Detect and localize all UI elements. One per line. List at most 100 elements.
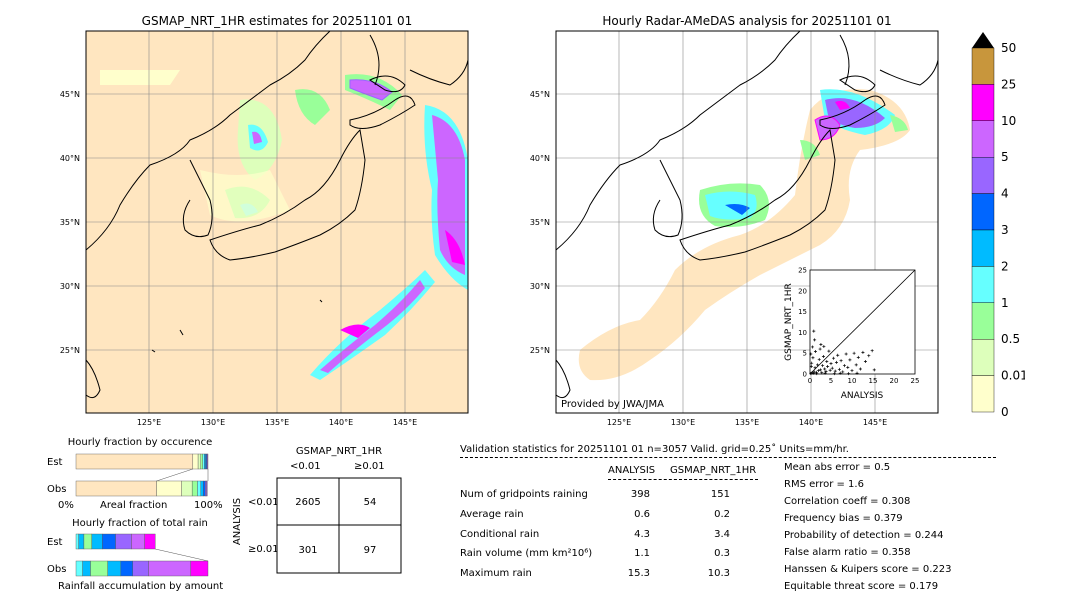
left-lon-140: 140°E bbox=[329, 418, 353, 427]
total-rain-segment bbox=[78, 533, 85, 550]
scatter-point bbox=[848, 358, 852, 362]
occurrence-segment bbox=[200, 453, 203, 470]
total-rain-segment bbox=[90, 560, 108, 577]
contingency-title: GSMAP_NRT_1HR bbox=[295, 446, 383, 457]
scatter-point bbox=[838, 371, 842, 375]
scatter-xtick: 5 bbox=[829, 377, 833, 385]
score-2: Correlation coeff = 0.308 bbox=[784, 496, 911, 507]
colorbar-cell-0 bbox=[971, 47, 995, 85]
score-1: RMS error = 1.6 bbox=[784, 479, 864, 490]
scatter-ytick: 25 bbox=[798, 267, 807, 275]
stat-label-1: Average rain bbox=[460, 509, 524, 520]
occurrence-segment bbox=[206, 480, 208, 497]
occurrence-row-obs: Obs bbox=[47, 484, 67, 495]
colorbar-cell-3 bbox=[971, 156, 995, 194]
scatter-ytick: 0 bbox=[803, 371, 807, 379]
left-map-title: GSMAP_NRT_1HR estimates for 20251101 01 bbox=[141, 14, 413, 28]
stat-label-4: Maximum rain bbox=[460, 568, 532, 579]
colorbar-label-7: 1 bbox=[1001, 296, 1009, 310]
colorbar-cell-8 bbox=[971, 339, 995, 376]
total-rain-segment bbox=[102, 533, 116, 550]
scatter-point bbox=[823, 371, 827, 375]
total-rain-segment bbox=[144, 533, 156, 550]
total-rain-segment bbox=[83, 533, 93, 550]
occurrence-chart bbox=[75, 453, 209, 497]
right-lat-25: 25°N bbox=[530, 346, 550, 355]
left-lon-145: 145°E bbox=[393, 418, 417, 427]
stat-analysis-2: 4.3 bbox=[634, 529, 650, 540]
scatter-point bbox=[830, 366, 834, 370]
scatter-point bbox=[863, 360, 867, 364]
scatter-point bbox=[836, 353, 840, 357]
score-3: Frequency bias = 0.379 bbox=[784, 513, 903, 524]
scatter-point bbox=[809, 365, 813, 369]
scatter-point bbox=[844, 352, 848, 356]
occurrence-segment bbox=[203, 480, 206, 497]
scatter-point bbox=[841, 370, 845, 374]
scatter-point bbox=[858, 367, 862, 371]
left-map-rain bbox=[100, 70, 468, 380]
scatter-point bbox=[812, 329, 816, 333]
scatter-point bbox=[818, 347, 822, 351]
scatter-point bbox=[823, 367, 827, 371]
scatter-ytick: 5 bbox=[803, 350, 807, 358]
scatter-point bbox=[815, 372, 819, 376]
scatter-point bbox=[847, 372, 851, 376]
occurrence-segment bbox=[75, 453, 194, 470]
right-lat-45: 45°N bbox=[530, 90, 550, 99]
colorbar-label-9: 0.01 bbox=[1001, 369, 1025, 383]
scatter-point bbox=[870, 349, 874, 353]
colorbar-cell-5 bbox=[971, 229, 995, 267]
total-rain-segment bbox=[148, 560, 192, 577]
contingency-col-lt: <0.01 bbox=[290, 461, 321, 472]
score-0: Mean abs error = 0.5 bbox=[784, 462, 891, 473]
scatter-inset: 0 5 10 15 20 25 0 5 10 15 20 25 ANALYSIS GSMAP_NRT_… bbox=[784, 267, 919, 402]
occurrence-title: Hourly fraction by occurence bbox=[67, 437, 213, 448]
scatter-ytick: 10 bbox=[798, 329, 807, 337]
scatter-point bbox=[825, 360, 829, 364]
scatter-point bbox=[828, 368, 832, 372]
scatter-point bbox=[813, 366, 817, 370]
colorbar-label-2: 10 bbox=[1001, 114, 1016, 128]
total-rain-connector bbox=[155, 548, 209, 562]
stat-gsmap-1: 0.2 bbox=[714, 509, 730, 520]
right-lon-125: 125°E bbox=[607, 418, 631, 427]
scatter-point bbox=[846, 365, 850, 369]
scatter-point bbox=[839, 359, 843, 363]
contingency-col-ge: ≥0.01 bbox=[354, 461, 385, 472]
scatter-point bbox=[856, 355, 860, 359]
right-lon-140: 140°E bbox=[799, 418, 823, 427]
scatter-point bbox=[854, 363, 858, 367]
colorbar-label-5: 3 bbox=[1001, 223, 1009, 237]
right-map-coastlines bbox=[555, 30, 939, 399]
left-lat-35: 35°N bbox=[60, 218, 80, 227]
scatter-xtick: 20 bbox=[890, 377, 899, 385]
total-rain-row-est: Est bbox=[47, 537, 63, 548]
occurrence-row-est: Est bbox=[47, 457, 63, 468]
validation-col-gsmap: GSMAP_NRT_1HR bbox=[670, 465, 757, 476]
total-rain-segment bbox=[132, 560, 149, 577]
total-rain-row-obs: Obs bbox=[47, 564, 67, 575]
left-map: 45°N 40°N 35°N 30°N 25°N 125°E 130°E 135… bbox=[60, 30, 469, 427]
contingency-cell-10: 301 bbox=[298, 545, 317, 556]
scatter-point bbox=[829, 362, 833, 366]
right-lat-40: 40°N bbox=[530, 154, 550, 163]
stat-analysis-1: 0.6 bbox=[634, 509, 650, 520]
validation-header: Validation statistics for 20251101 01 n=… bbox=[460, 444, 849, 455]
scatter-point bbox=[817, 357, 821, 361]
scatter-point bbox=[816, 369, 820, 373]
occurrence-segment bbox=[192, 453, 199, 470]
left-lat-45: 45°N bbox=[60, 90, 80, 99]
scatter-point bbox=[813, 350, 817, 354]
total-rain-segment bbox=[82, 560, 91, 577]
total-rain-segment bbox=[107, 560, 122, 577]
left-lon-135: 135°E bbox=[265, 418, 289, 427]
occurrence-connector bbox=[156, 468, 193, 482]
validation-col-analysis: ANALYSIS bbox=[608, 465, 656, 476]
stat-analysis-3: 1.1 bbox=[634, 548, 650, 559]
scatter-point bbox=[809, 352, 813, 356]
right-lon-135: 135°E bbox=[735, 418, 759, 427]
occurrence-axis-left: 0% bbox=[58, 500, 74, 511]
stat-gsmap-3: 0.3 bbox=[714, 548, 730, 559]
colorbar-label-1: 25 bbox=[1001, 77, 1016, 91]
